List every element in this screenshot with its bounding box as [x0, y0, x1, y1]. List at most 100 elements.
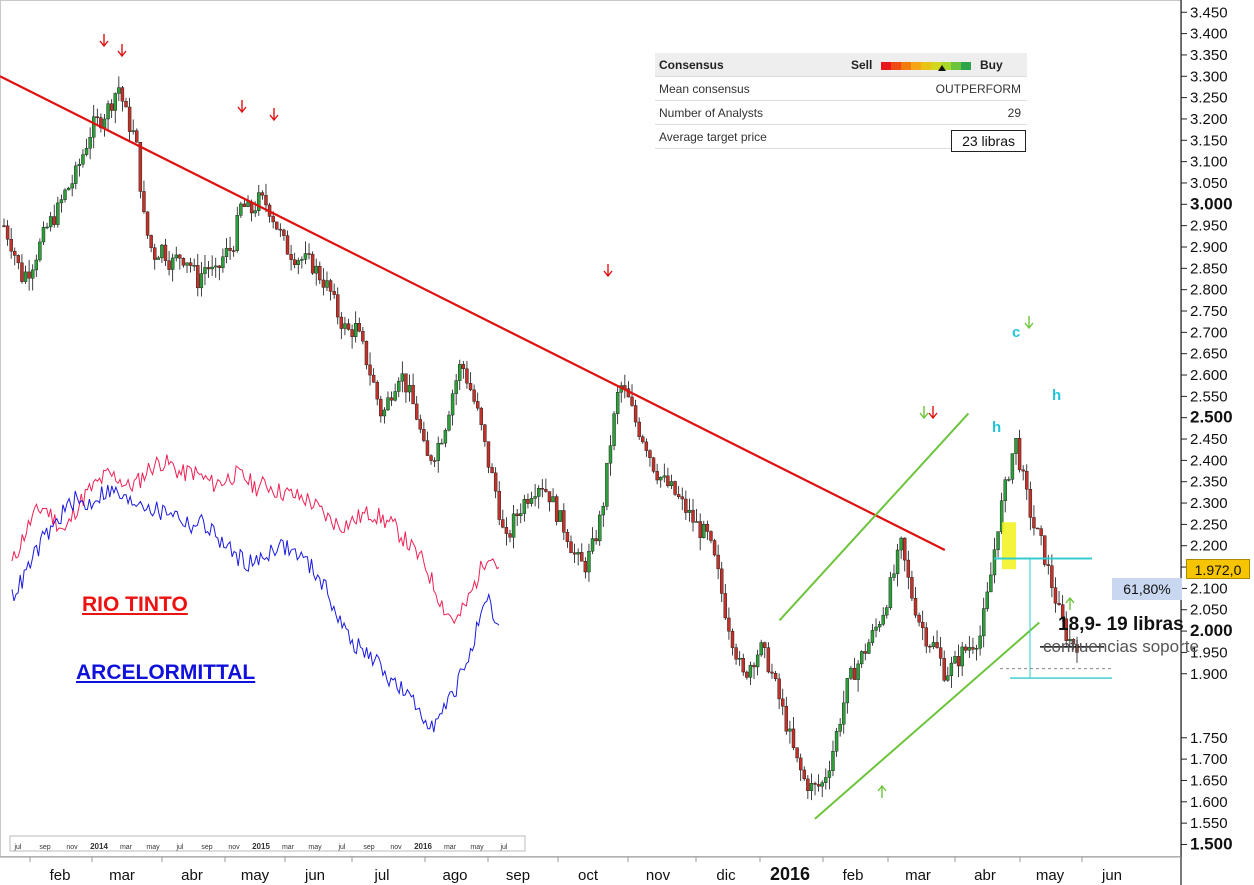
candle-body — [694, 521, 699, 523]
candle-body — [328, 280, 333, 292]
candle-body — [343, 323, 347, 329]
candle-body — [149, 235, 153, 248]
candle-body — [397, 380, 401, 392]
scale-segment-4 — [921, 62, 931, 70]
candle-body — [554, 496, 559, 522]
candle-body — [1017, 438, 1022, 471]
candle-body — [504, 527, 509, 534]
candle-body — [109, 103, 114, 111]
candle-body — [580, 552, 584, 562]
y-tick-label: 2.650 — [1190, 346, 1228, 363]
x-tick-label: dic — [716, 867, 736, 884]
candle-body — [562, 510, 566, 533]
inset-x-tick-label: jul — [499, 844, 507, 851]
candle-body — [5, 225, 10, 240]
candle-body — [1050, 565, 1054, 588]
candle-body — [956, 656, 961, 667]
y-tick-label: 3.000 — [1190, 194, 1233, 213]
inset-x-tick-label: nov — [66, 844, 78, 851]
candle-body — [1057, 603, 1061, 605]
candle-body — [741, 658, 745, 673]
candle-body — [371, 374, 376, 383]
arrow-up-icon — [1065, 596, 1075, 610]
candle-body — [31, 269, 35, 279]
candle-body — [737, 658, 742, 660]
candle-body — [1053, 587, 1058, 604]
x-tick-label: abr — [974, 867, 996, 884]
candle-body — [644, 441, 649, 451]
candle-body — [418, 419, 422, 430]
rio-tinto-line — [11, 454, 500, 625]
x-tick-label: oct — [578, 867, 599, 884]
y-tick-label: 3.150 — [1190, 132, 1228, 149]
candle-body — [450, 393, 455, 416]
candle-body — [1010, 453, 1015, 480]
candlestick-series — [2, 76, 1079, 801]
candle-body — [791, 728, 796, 748]
resistance-trendline — [0, 75, 946, 551]
candle-body — [307, 253, 311, 255]
x-tick-label: may — [1036, 867, 1065, 884]
y-tick-label: 2.050 — [1190, 602, 1228, 619]
candle-body — [709, 531, 713, 541]
analysts-label: Number of Analysts — [659, 106, 764, 120]
x-tick-label: jun — [304, 867, 325, 884]
candle-body — [924, 627, 928, 647]
candle-body — [895, 549, 900, 575]
y-tick-label: 1.650 — [1190, 772, 1228, 789]
candle-body — [849, 667, 853, 679]
inset-x-tick-label: sep — [363, 844, 374, 851]
candle-body — [784, 706, 789, 732]
candle-body — [669, 481, 674, 487]
candle-body — [863, 651, 867, 654]
y-tick-label: 2.400 — [1190, 452, 1228, 469]
arrow-down-icon — [99, 34, 109, 48]
candle-body — [181, 258, 186, 266]
inset-x-tick-label: nov — [390, 844, 402, 851]
candle-body — [458, 364, 462, 381]
candle-body — [48, 216, 53, 228]
candle-body — [52, 216, 56, 225]
x-tick-label: may — [241, 867, 270, 884]
arrow-down-icon — [1024, 316, 1034, 330]
candle-body — [673, 481, 677, 495]
sell-label: Sell — [851, 58, 873, 72]
target-price-label: Average target price — [659, 130, 767, 144]
candle-body — [493, 472, 498, 492]
y-tick-label: 2.900 — [1190, 239, 1228, 256]
arrow-down-icon — [919, 406, 929, 420]
candle-body — [964, 646, 968, 651]
candle-body — [676, 494, 681, 497]
inset-x-tick-label: jul — [337, 844, 345, 851]
candle-body — [289, 254, 293, 260]
candle-body — [1003, 479, 1007, 501]
candle-body — [795, 747, 799, 759]
candle-body — [102, 118, 107, 129]
candle-body — [425, 440, 430, 456]
consensus-marker-icon — [938, 65, 946, 71]
inset-x-tick-label: sep — [39, 844, 50, 851]
candle-body — [558, 510, 562, 522]
candle-body — [763, 642, 767, 648]
candle-body — [877, 624, 882, 628]
candle-body — [920, 621, 925, 628]
candle-body — [816, 784, 821, 787]
inset-x-tick-label: mar — [282, 844, 295, 851]
candle-body — [526, 499, 530, 504]
candle-body — [38, 241, 42, 261]
candle-body — [716, 554, 720, 570]
candle-body — [655, 471, 659, 481]
candle-body — [605, 462, 609, 507]
y-tick-label: 1.900 — [1190, 666, 1228, 683]
candle-body — [138, 142, 143, 192]
candle-body — [569, 541, 573, 553]
candle-body — [375, 382, 379, 400]
candle-body — [2, 225, 6, 227]
candle-body — [881, 614, 885, 625]
y-tick-label: 3.350 — [1190, 47, 1228, 64]
candle-body — [515, 513, 519, 517]
candle-body — [942, 658, 946, 681]
y-tick-label: 1.750 — [1190, 730, 1228, 747]
target-price-value: 23 libras — [951, 130, 1026, 152]
candle-body — [84, 148, 89, 155]
